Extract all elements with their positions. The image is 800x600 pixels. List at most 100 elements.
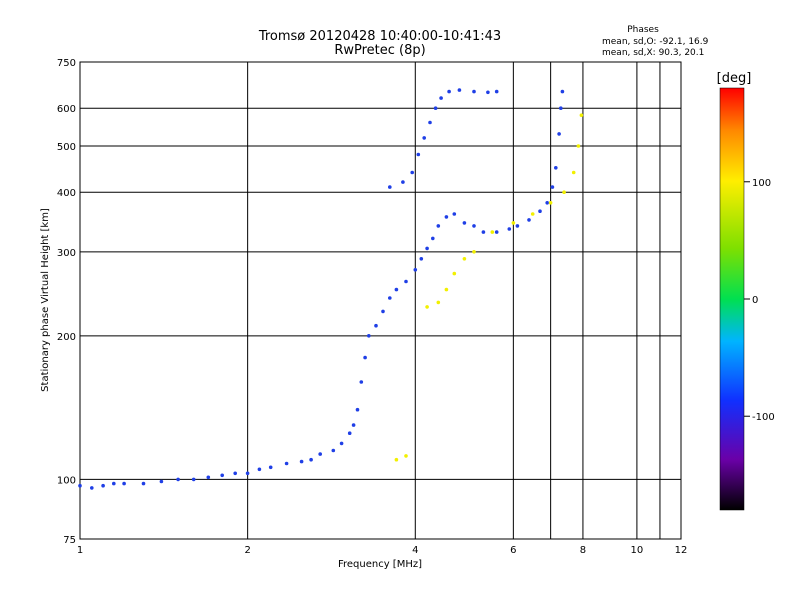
x-axis-ticks: 1 2 4 6 8 10 12 bbox=[77, 545, 688, 556]
data-point-o-mode bbox=[404, 279, 408, 284]
colorbar-label: [deg] bbox=[717, 71, 752, 86]
data-point-x-mode bbox=[452, 271, 457, 276]
data-point-o-mode bbox=[410, 170, 415, 175]
x-tick-label: 2 bbox=[244, 545, 250, 556]
data-point-x-mode bbox=[490, 230, 495, 234]
data-point-x-mode bbox=[394, 457, 399, 462]
data-point-o-mode bbox=[309, 457, 313, 462]
data-point-o-mode bbox=[374, 323, 378, 328]
data-point-o-mode bbox=[401, 180, 405, 184]
data-point-x-mode bbox=[444, 287, 449, 292]
y-tick-label: 750 bbox=[57, 58, 76, 69]
y-axis-label: Stationary phase Virtual Height [km] bbox=[40, 208, 51, 392]
data-point-o-mode bbox=[452, 212, 457, 216]
data-point-o-mode bbox=[318, 452, 323, 456]
data-point-o-mode bbox=[557, 132, 561, 136]
data-point-o-mode bbox=[112, 481, 116, 486]
phases-header: Phases bbox=[627, 25, 659, 35]
data-point-o-mode bbox=[431, 236, 435, 241]
data-point-o-mode bbox=[78, 483, 82, 488]
colorbar-tick-label: 0 bbox=[752, 295, 758, 306]
data-point-o-mode bbox=[447, 89, 451, 94]
data-point-o-mode bbox=[347, 431, 352, 436]
data-point-o-mode bbox=[355, 407, 360, 412]
data-point-x-mode bbox=[404, 454, 408, 458]
data-point-o-mode bbox=[554, 166, 558, 170]
colorbar-ticks: 100 0 -100 bbox=[744, 178, 775, 423]
x-tick-label: 10 bbox=[631, 545, 644, 556]
data-point-o-mode bbox=[425, 246, 429, 251]
data-point-o-mode bbox=[515, 224, 520, 228]
data-point-o-mode bbox=[339, 441, 344, 446]
data-point-o-mode bbox=[538, 209, 542, 213]
data-point-x-mode bbox=[530, 212, 535, 216]
data-point-o-mode bbox=[472, 224, 476, 228]
data-point-x-mode bbox=[425, 305, 429, 309]
data-point-o-mode bbox=[141, 481, 146, 486]
chart-subtitle: RwPretec (8p) bbox=[334, 43, 425, 58]
data-point-o-mode bbox=[560, 89, 565, 94]
y-tick-label: 100 bbox=[57, 475, 76, 486]
data-point-o-mode bbox=[436, 224, 441, 228]
data-point-o-mode bbox=[351, 423, 356, 427]
data-point-o-mode bbox=[284, 461, 289, 466]
data-point-o-mode bbox=[367, 334, 371, 338]
data-point-o-mode bbox=[486, 90, 490, 95]
data-point-o-mode bbox=[444, 215, 449, 219]
data-point-o-mode bbox=[90, 486, 94, 490]
data-point-o-mode bbox=[416, 152, 421, 157]
data-point-o-mode bbox=[559, 106, 563, 110]
x-tick-label: 8 bbox=[580, 545, 586, 556]
y-tick-label: 75 bbox=[63, 535, 76, 546]
data-point-o-mode bbox=[481, 230, 486, 234]
data-point-o-mode bbox=[428, 120, 432, 125]
data-point-o-mode bbox=[268, 465, 273, 470]
data-point-o-mode bbox=[457, 88, 462, 92]
data-point-o-mode bbox=[545, 201, 549, 205]
x-tick-label: 12 bbox=[675, 545, 688, 556]
data-point-o-mode bbox=[394, 287, 399, 292]
y-tick-label: 400 bbox=[57, 188, 76, 199]
data-points bbox=[78, 88, 584, 490]
data-point-o-mode bbox=[233, 471, 237, 476]
data-point-o-mode bbox=[433, 106, 438, 110]
data-point-o-mode bbox=[527, 218, 531, 222]
chart-title: Tromsø 20120428 10:40:00-10:41:43 bbox=[258, 29, 501, 44]
data-point-o-mode bbox=[413, 268, 418, 272]
x-axis-label: Frequency [MHz] bbox=[338, 559, 422, 570]
data-point-x-mode bbox=[548, 201, 553, 205]
data-point-o-mode bbox=[331, 448, 336, 453]
data-point-o-mode bbox=[388, 296, 392, 300]
data-point-o-mode bbox=[101, 483, 105, 488]
data-point-o-mode bbox=[176, 477, 180, 482]
data-point-o-mode bbox=[220, 473, 224, 478]
data-point-o-mode bbox=[462, 221, 467, 225]
data-point-x-mode bbox=[571, 170, 576, 175]
x-tick-label: 4 bbox=[412, 545, 418, 556]
data-point-o-mode bbox=[363, 355, 367, 360]
x-tick-label: 1 bbox=[77, 545, 83, 556]
data-point-o-mode bbox=[388, 185, 392, 189]
phases-line-o: mean, sd,O: -92.1, 16.9 bbox=[602, 37, 709, 47]
y-tick-label: 300 bbox=[57, 248, 76, 259]
data-point-o-mode bbox=[159, 479, 164, 484]
data-point-o-mode bbox=[422, 136, 427, 140]
data-point-x-mode bbox=[579, 113, 584, 117]
data-point-o-mode bbox=[381, 309, 385, 314]
data-point-o-mode bbox=[191, 477, 196, 482]
data-point-o-mode bbox=[206, 475, 211, 480]
colorbar bbox=[719, 87, 745, 511]
data-point-o-mode bbox=[299, 459, 304, 464]
data-point-o-mode bbox=[494, 230, 499, 234]
y-axis-ticks: 75 100 200 300 400 500 600 750 bbox=[57, 58, 76, 546]
data-point-o-mode bbox=[359, 380, 364, 384]
colorbar-tick-label: 100 bbox=[752, 178, 771, 189]
colorbar-tick-label: -100 bbox=[752, 412, 775, 423]
data-point-x-mode bbox=[462, 257, 467, 261]
data-point-x-mode bbox=[576, 144, 581, 148]
data-point-x-mode bbox=[436, 300, 441, 305]
data-point-x-mode bbox=[511, 221, 516, 225]
data-point-o-mode bbox=[550, 185, 555, 189]
data-point-o-mode bbox=[507, 227, 512, 231]
x-tick-label: 6 bbox=[510, 545, 516, 556]
